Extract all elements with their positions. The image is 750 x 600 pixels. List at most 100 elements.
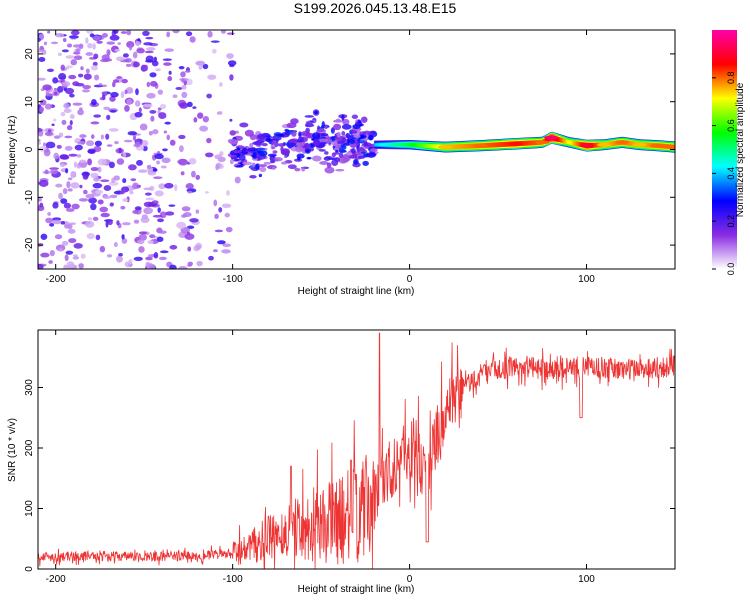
spectrogram-cell [61, 49, 69, 53]
spectrogram-cell [187, 190, 193, 194]
spectrogram-cell [207, 30, 213, 38]
spectrogram-cell [52, 202, 59, 209]
spectrogram-cell [94, 140, 102, 147]
ridge-segment [492, 142, 496, 148]
spectrogram-cell [116, 220, 120, 226]
spectrogram-cell [239, 122, 249, 128]
spectrogram-cell [66, 43, 73, 48]
spectrogram-cell [65, 168, 69, 174]
spectrogram-cell [42, 84, 52, 91]
spectrogram-cell [63, 202, 72, 209]
spectrogram-cell [47, 211, 52, 216]
spectrogram-cell [64, 135, 73, 139]
spectrogram-cell [121, 222, 131, 226]
ridge-segment [452, 144, 456, 150]
spectrogram-cell [324, 166, 335, 174]
spectrogram-cell [128, 45, 133, 51]
spectrogram-cell [183, 212, 192, 217]
ridge-segment [412, 143, 415, 147]
ridge-segment [524, 140, 527, 146]
ridge-segment [573, 141, 576, 146]
spectrogram-cell [101, 93, 106, 100]
spectrogram-cell [258, 173, 263, 178]
spectrogram-cell [62, 37, 67, 43]
spectrogram-cell [188, 157, 197, 165]
spectrogram-cell [284, 130, 290, 136]
spectrogram-cell [335, 168, 345, 172]
spectrogram-cell [210, 40, 220, 43]
spectrogram-cell [195, 209, 200, 214]
spectrogram-cell [116, 76, 123, 79]
y-tick-label: -20 [24, 237, 35, 252]
spectrogram-cell [196, 260, 203, 267]
spectrogram-cell [202, 63, 209, 70]
spectrogram-cell [153, 251, 159, 259]
spectrogram-cell [125, 63, 132, 68]
spectrogram-cell [179, 145, 184, 153]
spectrogram-cell [96, 40, 103, 44]
spectrogram-cell [85, 193, 95, 199]
spectrogram-cell [80, 66, 84, 71]
ridge-peak [544, 135, 559, 140]
spectrogram-cell [149, 72, 157, 78]
ridge-peak [473, 143, 488, 148]
ridge-segment [385, 143, 389, 147]
ridge-peak [437, 145, 452, 149]
spectrogram-cell [114, 48, 121, 52]
spectrogram-y-axis-label: Frequency (Hz) [7, 116, 18, 185]
spectrogram-cell [60, 111, 66, 117]
spectrogram-cell [128, 164, 137, 171]
spectrogram-cell [106, 114, 111, 120]
spectrogram-cell [357, 119, 362, 124]
spectrogram-cell [354, 160, 358, 164]
spectrogram-cell [38, 263, 44, 269]
spectrogram-cell [48, 260, 53, 264]
spectrogram-cell [79, 184, 83, 189]
spectrogram-cell [197, 112, 204, 119]
spectrogram-cell [100, 134, 105, 140]
spectrogram-cell [214, 229, 224, 233]
spectrogram-cell [145, 256, 153, 261]
spectrogram-cell [49, 249, 55, 257]
spectrogram-cell [65, 87, 75, 95]
ridge-segment [571, 140, 574, 146]
spectrogram-cell [44, 131, 53, 136]
spectrogram-cell [143, 64, 148, 72]
spectrogram-cell [134, 141, 141, 148]
spectrogram-cell [58, 248, 63, 252]
spectrogram-cell [312, 139, 321, 146]
spectrogram-cell [65, 208, 75, 212]
spectrogram-cell [247, 147, 258, 152]
spectrogram-cell [304, 123, 315, 128]
spectrogram-cell [234, 176, 241, 184]
spectrogram-cell [59, 154, 70, 160]
spectrogram-cell [86, 30, 94, 34]
spectrogram-cell [113, 242, 118, 248]
ridge-segment [611, 141, 614, 146]
ridge-segment [558, 137, 561, 143]
spectrogram-cell [214, 154, 223, 160]
spectrogram-cell [221, 203, 232, 209]
spectrogram-cell [156, 236, 164, 242]
spectrogram-cell [215, 163, 220, 171]
spectrogram-cell [143, 187, 152, 191]
spectrogram-cell [221, 249, 231, 254]
spectrogram-cell [157, 89, 164, 95]
spectrogram-cell [335, 118, 341, 123]
spectrogram-cell [208, 255, 214, 261]
spectrogram-cell [160, 165, 167, 169]
spectrogram-cell [53, 152, 60, 160]
spectrogram-cell [113, 30, 119, 34]
spectrogram-cell [153, 56, 157, 63]
spectrogram-cell [244, 129, 254, 137]
ridge-segment [666, 144, 669, 149]
ridge-segment [399, 142, 402, 147]
spectrogram-cell [233, 150, 243, 154]
spectrogram-cell [345, 132, 351, 139]
spectrogram-cell [298, 132, 302, 137]
spectrogram-cell [39, 99, 47, 106]
spectrogram-cell [38, 37, 42, 43]
spectrogram-cell [345, 151, 353, 156]
spectrogram-cell [39, 179, 49, 187]
spectrogram-cell [72, 102, 83, 106]
